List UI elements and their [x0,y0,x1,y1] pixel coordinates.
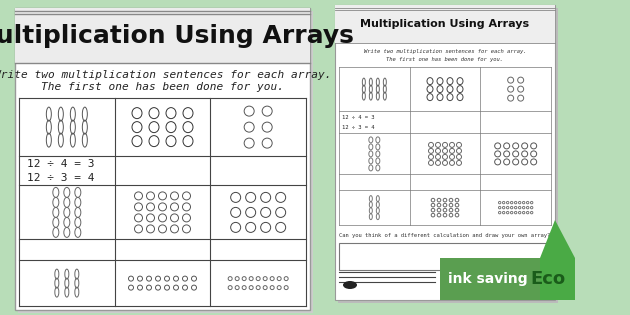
Bar [440,258,570,300]
Bar [15,8,310,63]
Bar [15,8,310,310]
Polygon shape [540,220,575,300]
Text: The first one has been done for you.: The first one has been done for you. [386,56,503,61]
Text: 12 ÷ 3 = 4: 12 ÷ 3 = 4 [342,125,374,130]
Text: ink saving: ink saving [448,272,528,286]
Bar [339,243,551,270]
Ellipse shape [343,281,357,289]
Bar [18,11,313,313]
Text: Write two multiplication sentences for each array.: Write two multiplication sentences for e… [364,49,526,54]
Text: Multiplication Using Arrays: Multiplication Using Arrays [360,19,530,29]
Bar [335,5,555,43]
Text: The first one has been done for you.: The first one has been done for you. [41,82,284,92]
Text: Multiplication Using Arrays: Multiplication Using Arrays [0,24,354,48]
Text: 12 ÷ 3 = 4: 12 ÷ 3 = 4 [27,173,94,183]
Bar [338,8,558,303]
Text: 12 ÷ 4 = 3: 12 ÷ 4 = 3 [27,159,94,169]
Text: Can you think of a different calculation and draw your own array?: Can you think of a different calculation… [340,232,551,238]
Text: Write two multiplication sentences for each array.: Write two multiplication sentences for e… [0,70,331,80]
Bar [335,5,555,300]
Text: Eco: Eco [530,270,565,288]
Text: 12 ÷ 4 = 3: 12 ÷ 4 = 3 [342,115,374,120]
